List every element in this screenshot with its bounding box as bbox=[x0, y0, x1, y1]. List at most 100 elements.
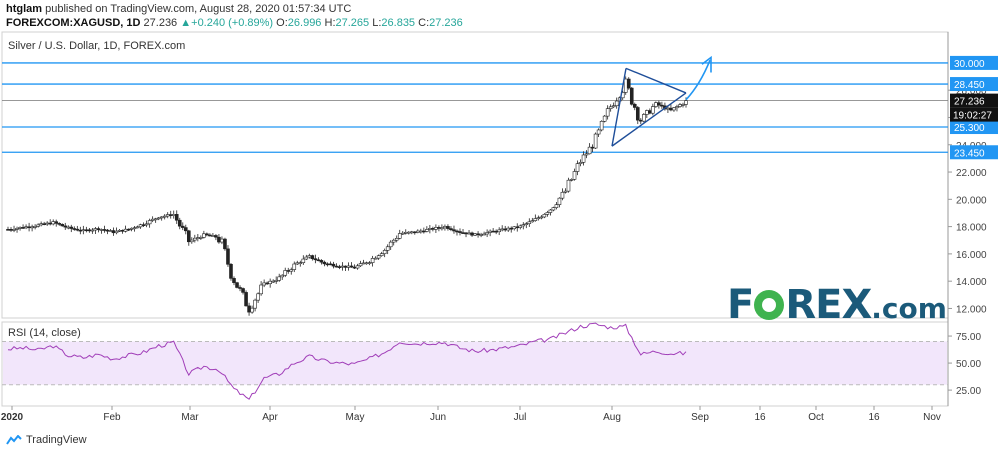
candle-body bbox=[27, 226, 31, 229]
candle-body bbox=[355, 265, 360, 269]
candle-body bbox=[18, 227, 22, 229]
candle-body bbox=[566, 179, 571, 192]
price-tick-label: 12.000 bbox=[956, 304, 987, 315]
tradingview-brand: TradingView bbox=[26, 434, 87, 446]
candle-body bbox=[63, 225, 68, 228]
candle-body bbox=[205, 233, 209, 236]
candle-body bbox=[626, 78, 631, 89]
candle-body bbox=[449, 228, 453, 230]
candle-body bbox=[419, 230, 423, 233]
candle-body bbox=[90, 229, 95, 232]
time-tick-label: Nov bbox=[923, 412, 941, 423]
candle-body bbox=[340, 265, 345, 268]
candle-body bbox=[265, 282, 269, 285]
candle-body bbox=[443, 226, 447, 229]
candle-body bbox=[283, 270, 288, 276]
candle-body bbox=[488, 230, 492, 233]
countdown-label: 19:02:27 bbox=[953, 111, 992, 122]
candle-body bbox=[446, 226, 450, 229]
candle-body bbox=[397, 233, 402, 239]
candle-body bbox=[632, 103, 637, 108]
candle-body bbox=[500, 228, 504, 231]
candle-body bbox=[346, 265, 351, 268]
rsi-line bbox=[7, 322, 687, 400]
candle-body bbox=[256, 293, 260, 301]
time-tick-label: Mar bbox=[181, 412, 199, 423]
candle-body bbox=[99, 229, 104, 231]
candle-body bbox=[268, 280, 272, 285]
candle-body bbox=[162, 215, 167, 218]
candle-body bbox=[391, 239, 396, 243]
candle-body bbox=[563, 190, 568, 193]
candle-body bbox=[247, 305, 251, 313]
candle-body bbox=[530, 220, 535, 223]
candle-body bbox=[322, 261, 327, 265]
candle-body bbox=[684, 100, 688, 105]
level-price-tag bbox=[950, 77, 998, 92]
forex-logo: F REX.com bbox=[727, 282, 947, 328]
time-tick-label: Oct bbox=[808, 412, 824, 423]
candle-body bbox=[289, 269, 294, 272]
candle-body bbox=[503, 228, 508, 231]
candle-body bbox=[455, 230, 459, 233]
candle-body bbox=[458, 231, 462, 233]
candle-body bbox=[425, 229, 429, 232]
candle-body bbox=[304, 256, 309, 260]
candle-body bbox=[569, 179, 574, 181]
candle-body bbox=[657, 102, 661, 106]
triangle-left-line bbox=[611, 68, 627, 147]
candle-body bbox=[226, 248, 230, 265]
low-label: L: bbox=[372, 17, 382, 29]
logo-dotcom: .com bbox=[871, 292, 947, 325]
symbol-label[interactable]: FOREXCOM:XAGUSD, 1D bbox=[6, 17, 141, 29]
candle-body bbox=[669, 107, 673, 111]
candle-body bbox=[596, 129, 601, 135]
high-label: H: bbox=[324, 17, 336, 29]
candle-body bbox=[208, 234, 212, 237]
candle-body bbox=[24, 226, 28, 229]
candle-body bbox=[485, 232, 489, 235]
candle-body bbox=[605, 108, 610, 117]
candle-body bbox=[96, 228, 101, 230]
candle-body bbox=[135, 226, 140, 229]
rsi-tick-label: 75.00 bbox=[956, 332, 981, 343]
candle-body bbox=[84, 229, 89, 232]
time-tick-label: Feb bbox=[103, 412, 121, 423]
candle-body bbox=[12, 229, 16, 231]
candle-body bbox=[602, 115, 607, 122]
candle-body bbox=[642, 114, 646, 122]
candle-body bbox=[527, 221, 532, 225]
candle-body bbox=[542, 214, 547, 218]
candle-body bbox=[280, 274, 285, 278]
candle-body bbox=[171, 214, 176, 216]
candle-body bbox=[623, 78, 628, 93]
candle-body bbox=[105, 229, 110, 232]
candle-body bbox=[307, 255, 312, 258]
level-price-label: 30.000 bbox=[954, 59, 985, 70]
chart-legend[interactable]: Silver / U.S. Dollar, 1D, FOREX.com bbox=[8, 40, 186, 52]
candle-body bbox=[358, 263, 363, 267]
candle-body bbox=[660, 104, 664, 107]
close-label: C: bbox=[418, 17, 430, 29]
candle-body bbox=[491, 230, 495, 233]
candle-body bbox=[337, 266, 342, 268]
candle-body bbox=[524, 223, 529, 226]
candle-body bbox=[153, 218, 158, 221]
candle-body bbox=[45, 222, 49, 225]
logo-o-icon bbox=[754, 290, 785, 320]
candle-body bbox=[156, 217, 161, 220]
change-arrow-icon: ▲ bbox=[180, 17, 192, 29]
candle-body bbox=[557, 197, 562, 205]
rsi-legend[interactable]: RSI (14, close) bbox=[8, 327, 81, 339]
candle-body bbox=[120, 229, 125, 232]
time-tick-label: Apr bbox=[262, 412, 278, 423]
ohlc-bar: FOREXCOM:XAGUSD, 1D 27.236 ▲+0.240 (+0.8… bbox=[6, 17, 463, 29]
candle-body bbox=[183, 227, 188, 232]
price-tick-label: 28.000 bbox=[956, 86, 987, 97]
candle-body bbox=[93, 228, 98, 231]
candle-body bbox=[214, 235, 218, 238]
candle-body bbox=[452, 229, 456, 232]
candle-body bbox=[593, 133, 598, 149]
tradingview-footer[interactable]: TradingView bbox=[6, 434, 87, 446]
